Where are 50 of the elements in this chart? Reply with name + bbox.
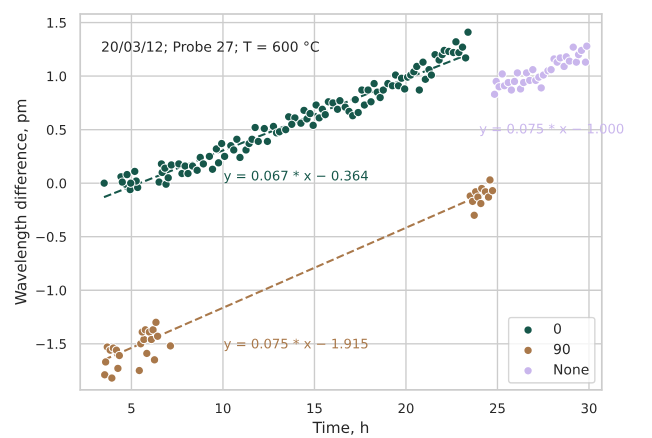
y-tick-label: −1.5	[36, 339, 66, 349]
annotation: y = 0.067 * x − 0.364	[224, 170, 368, 184]
point	[100, 370, 110, 380]
y-tick-label: −0.5	[36, 232, 66, 242]
point	[582, 41, 592, 51]
x-tick-label: 30	[582, 403, 597, 414]
point	[485, 175, 495, 185]
point	[568, 42, 578, 52]
x-tick-label: 10	[216, 403, 230, 414]
x-tick-label: 25	[490, 403, 505, 414]
point	[134, 366, 144, 376]
point	[470, 210, 479, 220]
point	[100, 357, 110, 367]
y-tick-label: 0.5	[46, 124, 66, 135]
point	[142, 348, 152, 358]
y-axis-title: Wavelength difference, pm	[14, 100, 30, 305]
y-tick-label: 1.0	[47, 71, 66, 82]
point	[113, 364, 123, 374]
point	[151, 318, 161, 328]
y-tick-label: 1.5	[47, 18, 66, 28]
point	[510, 76, 520, 86]
point	[528, 65, 538, 74]
point	[572, 58, 582, 67]
point	[506, 85, 516, 95]
legend-label: 90	[554, 344, 570, 354]
legend-label: None	[554, 364, 589, 375]
annotation: 20/03/12; Probe 27; T = 600 °C	[102, 41, 319, 54]
y-tick-label: 0.0	[46, 178, 66, 188]
point	[476, 198, 486, 208]
point	[107, 373, 117, 383]
x-tick-label: 5	[128, 403, 134, 414]
y-tick-label: −1.0	[36, 285, 66, 296]
point	[546, 65, 556, 74]
x-axis-title: Time, h	[312, 421, 368, 435]
x-tick-label: 15	[308, 403, 322, 414]
point	[490, 90, 500, 99]
point	[488, 186, 498, 196]
point	[512, 68, 522, 78]
point	[114, 350, 124, 360]
point	[150, 355, 160, 364]
point	[166, 341, 176, 351]
point	[580, 58, 590, 67]
annotation: y = 0.075 * x − 1.915	[224, 338, 368, 352]
point	[536, 83, 546, 93]
point	[484, 192, 494, 202]
annotation: y = 0.075 * x − 1.000	[480, 124, 624, 136]
x-tick-label: 20	[398, 403, 414, 414]
point	[498, 69, 507, 79]
legend-label: 0	[554, 323, 561, 334]
point	[152, 332, 162, 341]
